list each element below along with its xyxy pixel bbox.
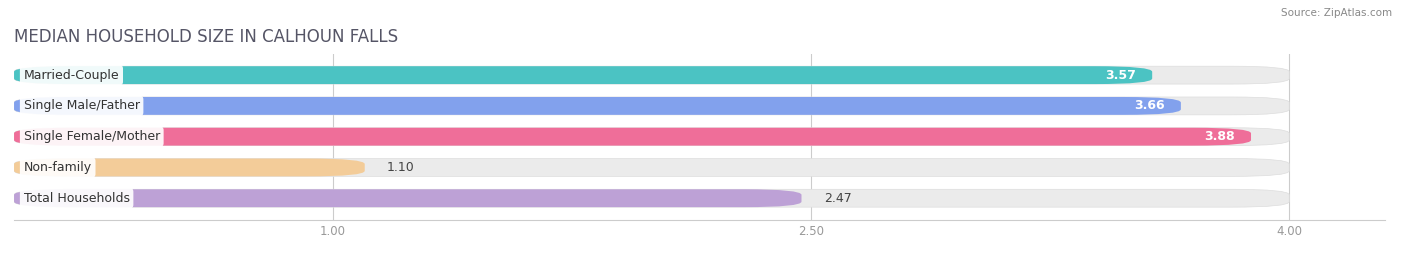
Text: 3.66: 3.66 bbox=[1135, 99, 1166, 112]
FancyBboxPatch shape bbox=[14, 189, 1289, 207]
FancyBboxPatch shape bbox=[14, 66, 1289, 84]
FancyBboxPatch shape bbox=[14, 97, 1289, 115]
Text: Non-family: Non-family bbox=[24, 161, 91, 174]
Text: Source: ZipAtlas.com: Source: ZipAtlas.com bbox=[1281, 8, 1392, 18]
FancyBboxPatch shape bbox=[14, 189, 801, 207]
FancyBboxPatch shape bbox=[14, 97, 1181, 115]
Text: Total Households: Total Households bbox=[24, 192, 129, 205]
FancyBboxPatch shape bbox=[14, 159, 1289, 176]
Text: Married-Couple: Married-Couple bbox=[24, 69, 120, 82]
Text: Single Male/Father: Single Male/Father bbox=[24, 99, 139, 112]
Text: Single Female/Mother: Single Female/Mother bbox=[24, 130, 160, 143]
Text: 3.88: 3.88 bbox=[1205, 130, 1234, 143]
Text: 1.10: 1.10 bbox=[387, 161, 415, 174]
FancyBboxPatch shape bbox=[14, 159, 364, 176]
Text: 2.47: 2.47 bbox=[824, 192, 852, 205]
FancyBboxPatch shape bbox=[14, 128, 1289, 146]
FancyBboxPatch shape bbox=[14, 66, 1152, 84]
Text: MEDIAN HOUSEHOLD SIZE IN CALHOUN FALLS: MEDIAN HOUSEHOLD SIZE IN CALHOUN FALLS bbox=[14, 28, 398, 46]
Text: 3.57: 3.57 bbox=[1105, 69, 1136, 82]
FancyBboxPatch shape bbox=[14, 128, 1251, 146]
